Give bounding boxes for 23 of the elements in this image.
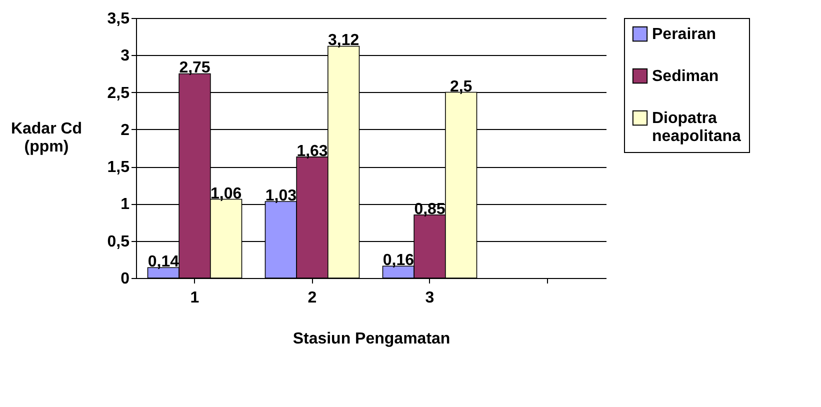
data-label: 2,5 [450, 78, 472, 96]
data-label: 1,63 [296, 142, 328, 160]
legend-label: Diopatra neapolitana [652, 110, 742, 145]
y-tick-label: 3,5 [107, 10, 130, 28]
data-label: 3,12 [328, 32, 360, 50]
data-label: 1,06 [210, 185, 242, 202]
y-tick-label: 2,5 [107, 84, 130, 102]
x-tick-label: 3 [425, 290, 434, 306]
y-tick-label: 3 [120, 48, 130, 65]
data-label: 0,16 [382, 252, 414, 270]
data-label: 1,03 [265, 187, 297, 204]
y-axis-title: Kadar Cd (ppm) [10, 120, 82, 156]
y-tick-label: 1 [120, 196, 130, 214]
legend-label: Sediman [652, 68, 719, 85]
y-tick-label: 1,5 [107, 159, 130, 176]
y-tick-label: 2 [120, 122, 130, 139]
y-tick-label: 0,5 [107, 233, 130, 250]
x-tick-label: 1 [190, 290, 200, 306]
legend-label: Perairan [652, 26, 716, 43]
x-axis-title: Stasiun Pengamatan [292, 330, 450, 348]
x-tick-label: 2 [308, 290, 317, 306]
y-tick-label: 0 [120, 270, 130, 288]
data-label: 2,75 [179, 60, 210, 77]
